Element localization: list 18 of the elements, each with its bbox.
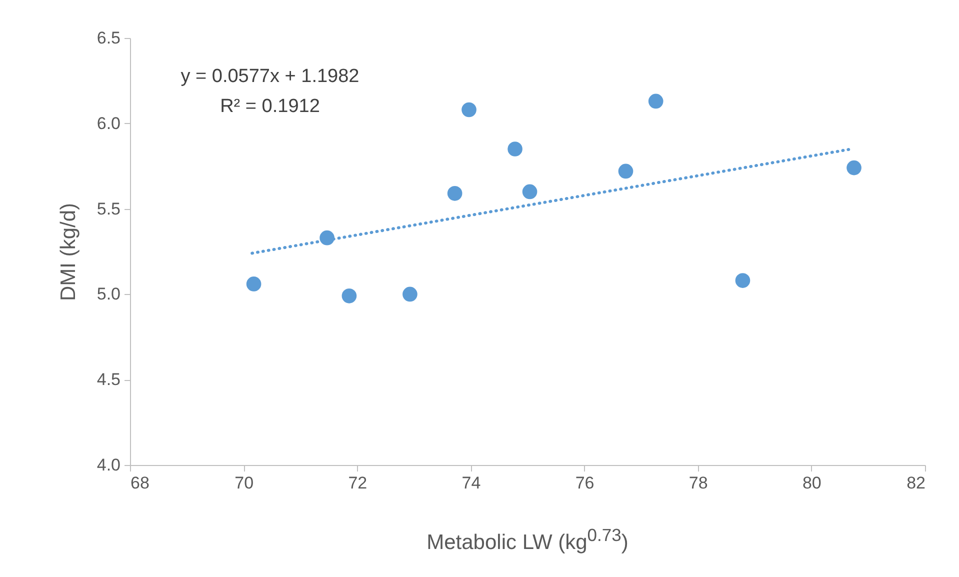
x-tick-label: 76 (575, 474, 594, 492)
x-tick-label: 80 (802, 474, 822, 492)
y-tick-label: 5.5 (96, 199, 120, 218)
y-tick-label: 4.5 (96, 370, 120, 390)
x-tick-label: 72 (348, 474, 368, 492)
x-tick-label: 70 (234, 474, 254, 492)
y-tick-label: 5.0 (96, 284, 120, 304)
annotation: y = 0.0577x + 1.1982 (180, 65, 360, 89)
y-axis-title: DMI (kg/d) (56, 202, 80, 302)
x-tick-label: 74 (462, 474, 481, 492)
x-axis-title: Metabolic LW (kg$^{0.73}$) (426, 525, 630, 555)
x-tick-label: 78 (688, 474, 708, 492)
y-tick-label: 6.5 (96, 28, 120, 48)
annotation: R² = 0.1912 (219, 95, 321, 119)
y-tick-label: 6.0 (96, 114, 120, 133)
x-tick-label: 82 (906, 474, 926, 492)
x-tick-label: 68 (130, 474, 150, 492)
y-tick-label: 4.0 (96, 456, 120, 474)
